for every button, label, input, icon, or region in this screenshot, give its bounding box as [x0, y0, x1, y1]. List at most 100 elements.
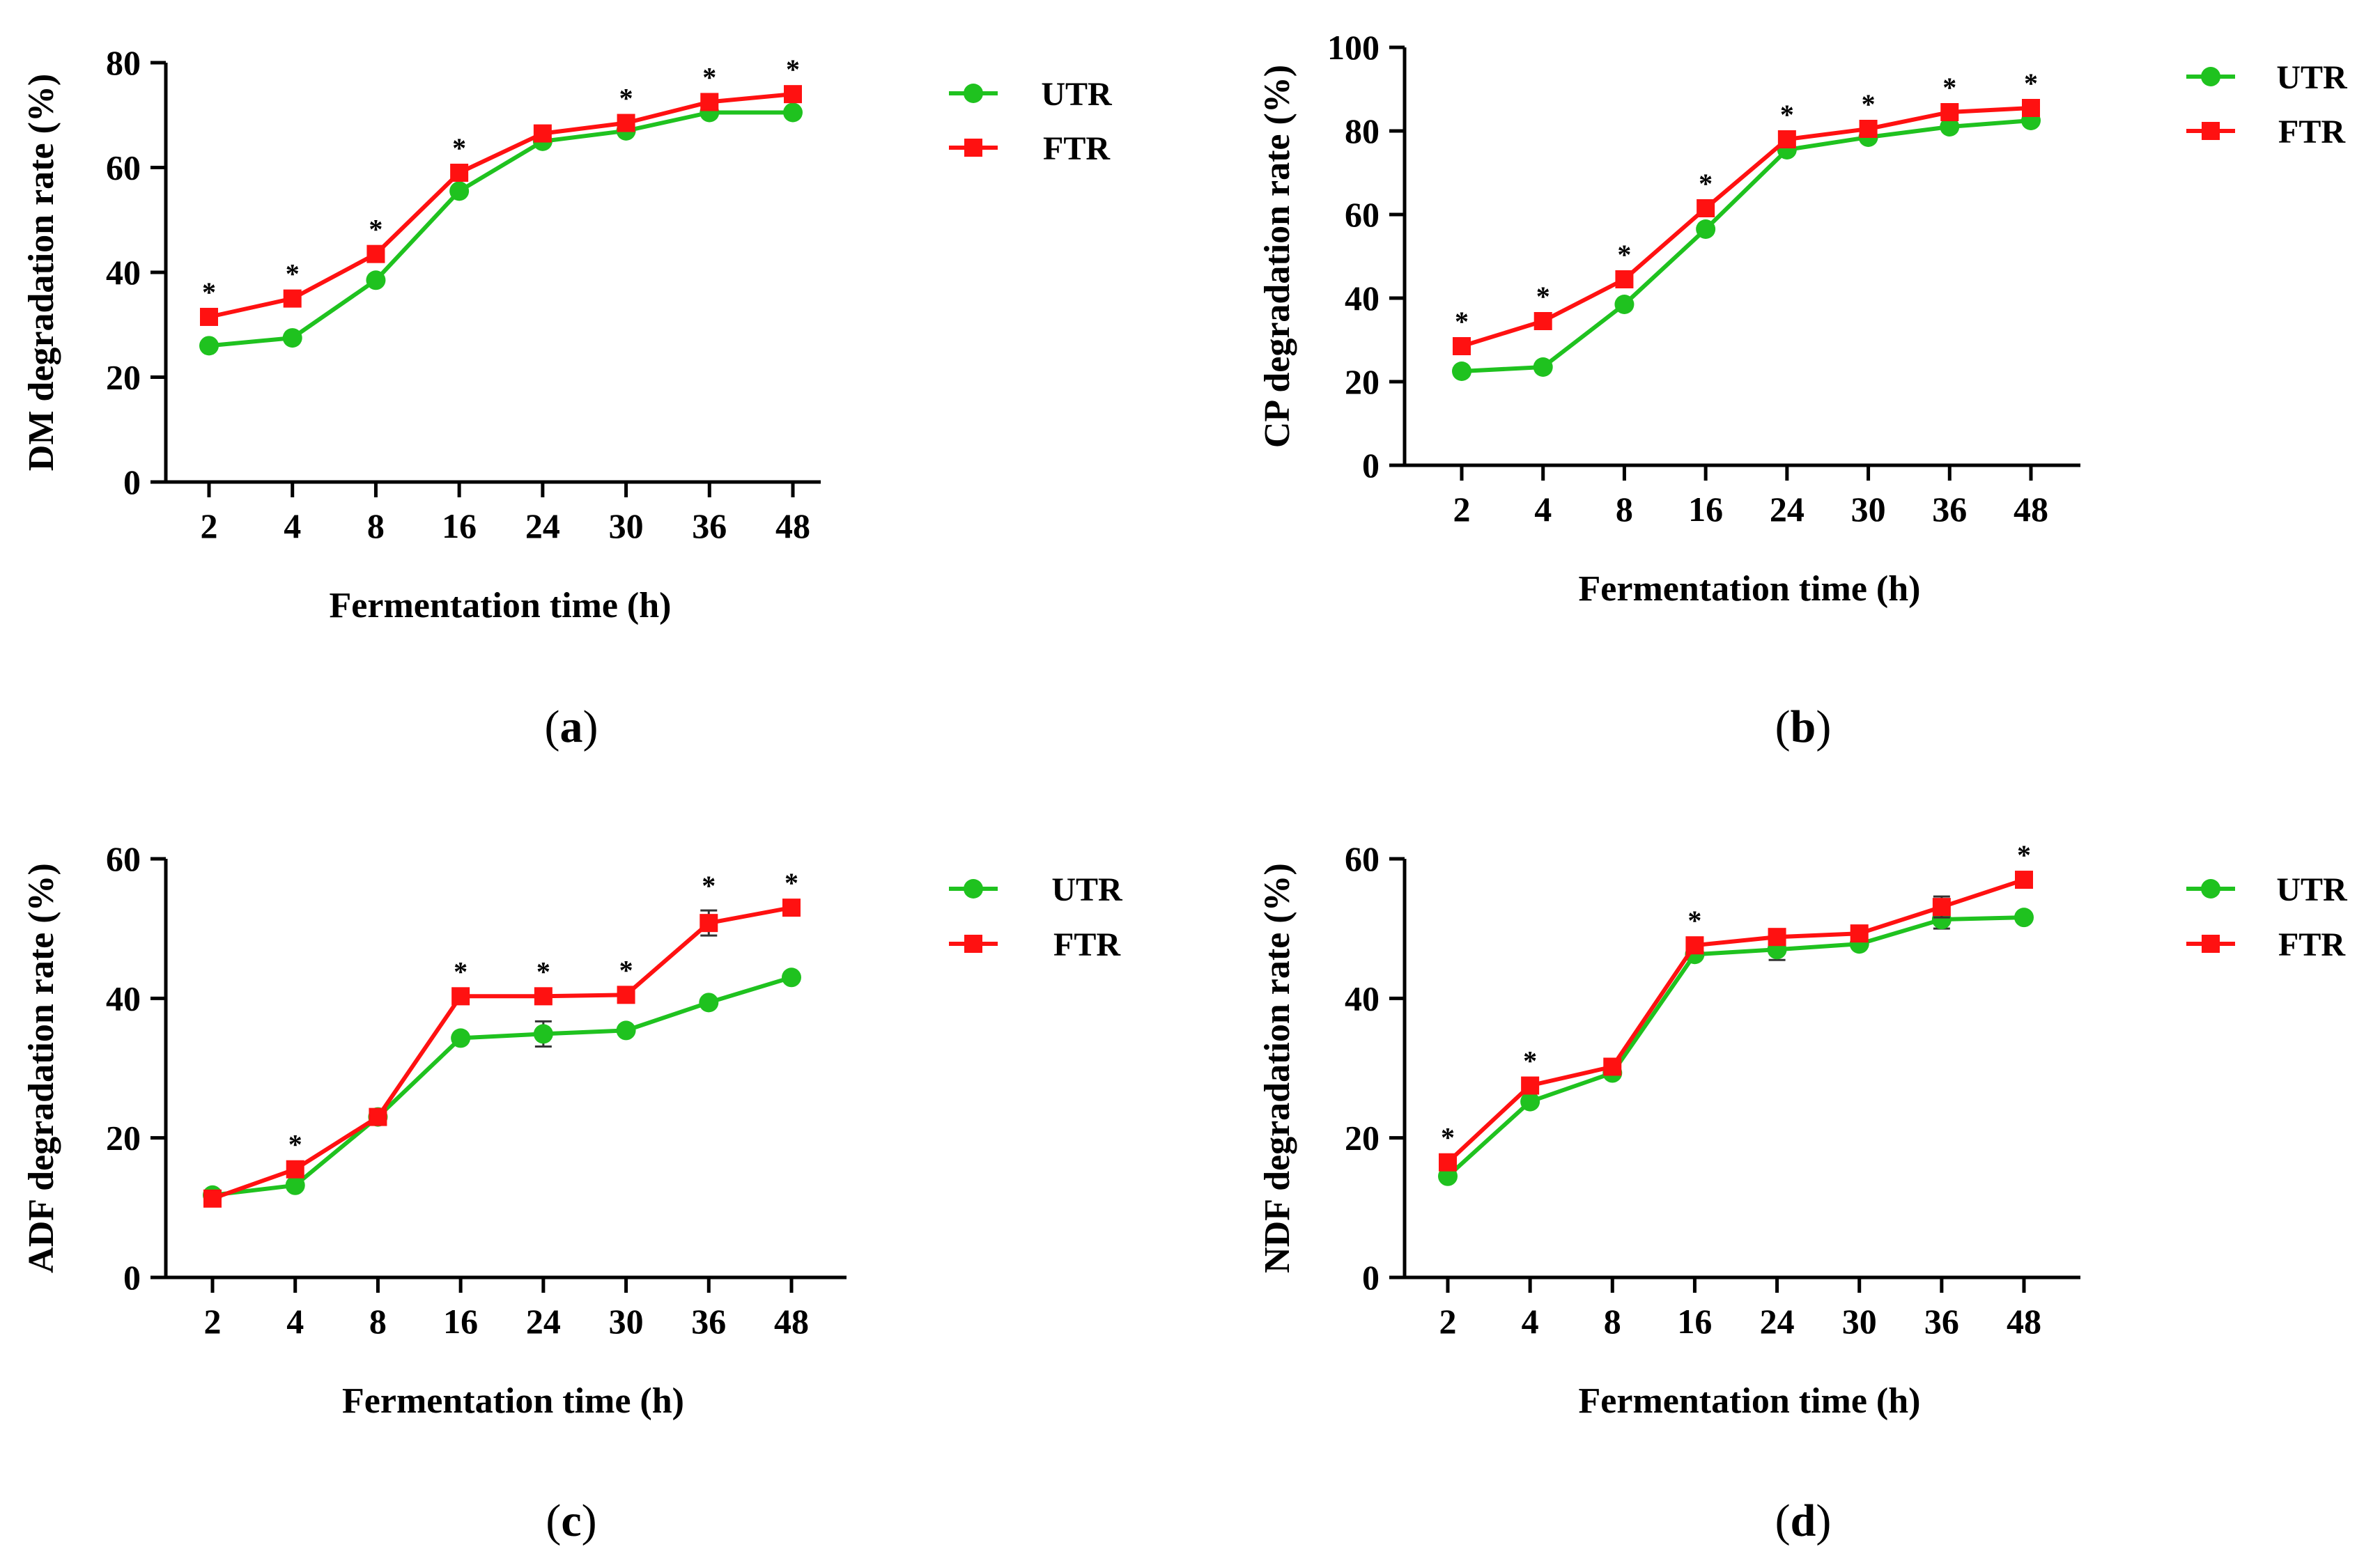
- significance-star: *: [785, 867, 798, 899]
- data-point-utr: [366, 270, 386, 290]
- x-tick-label: 8: [1604, 1302, 1621, 1341]
- significance-star: *: [702, 870, 716, 901]
- series-line-ftr: [211, 905, 792, 1201]
- data-point-utr: [199, 336, 219, 356]
- panel-caption: (b): [1775, 701, 1832, 752]
- y-tick-label: 60: [1345, 195, 1380, 234]
- series-line-utr: [212, 975, 792, 1197]
- legend-label-utr: UTR: [2276, 871, 2348, 908]
- significance-star: *: [2017, 839, 2031, 871]
- significance-star: *: [702, 61, 716, 93]
- data-point-utr: [285, 1175, 305, 1195]
- y-tick-label: 0: [123, 462, 141, 501]
- x-tick-label: 24: [1760, 1302, 1795, 1341]
- data-point-ftr: [1777, 130, 1796, 148]
- panel-caption: (a): [545, 701, 598, 752]
- series-line-ftr: [1461, 106, 2032, 348]
- data-point-ftr: [1453, 337, 1471, 355]
- legend-marker-utr: [964, 879, 983, 899]
- legend-marker-ftr: [2202, 935, 2220, 953]
- data-point-ftr: [782, 899, 801, 917]
- data-point-ftr: [700, 914, 718, 933]
- y-tick-label: 40: [106, 253, 141, 292]
- data-point-ftr: [369, 1107, 387, 1126]
- significance-star: *: [1455, 306, 1469, 337]
- x-tick-label: 4: [284, 506, 301, 545]
- data-point-ftr: [2022, 99, 2040, 117]
- data-point-utr: [1452, 361, 1471, 381]
- y-tick-label: 60: [106, 839, 141, 878]
- legend-marker-ftr: [2202, 122, 2220, 140]
- data-point-ftr: [200, 307, 218, 326]
- significance-star: *: [288, 1129, 302, 1160]
- significance-star: *: [1536, 281, 1550, 312]
- data-point-ftr: [1859, 120, 1878, 138]
- legend-marker-ftr: [964, 139, 982, 157]
- legend-label-utr: UTR: [2276, 59, 2348, 96]
- data-point-utr: [782, 967, 801, 988]
- y-axis-title: NDF degradation rate (%): [1258, 863, 1297, 1273]
- data-point-ftr: [450, 164, 469, 182]
- significance-star: *: [1523, 1045, 1537, 1077]
- data-point-utr: [2014, 908, 2034, 928]
- data-point-ftr: [1521, 1076, 1540, 1095]
- x-axis-title: Fermentation time (h): [342, 1381, 684, 1421]
- significance-star: *: [452, 132, 466, 164]
- significance-star: *: [454, 956, 468, 987]
- data-point-ftr: [534, 987, 552, 1006]
- significance-star: *: [369, 214, 382, 245]
- x-tick-label: 48: [2014, 490, 2048, 529]
- x-tick-label: 4: [1534, 490, 1552, 529]
- y-tick-label: 20: [106, 358, 141, 397]
- data-point-ftr: [700, 93, 719, 111]
- significance-star: *: [286, 258, 300, 290]
- x-tick-label: 48: [775, 506, 810, 545]
- x-tick-label: 24: [525, 506, 560, 545]
- x-tick-label: 8: [369, 1302, 387, 1341]
- y-tick-label: 60: [1345, 839, 1380, 878]
- x-tick-label: 16: [442, 506, 477, 545]
- y-tick-label: 40: [1345, 979, 1380, 1018]
- x-axis-title: Fermentation time (h): [330, 586, 672, 625]
- data-point-utr: [1940, 117, 1960, 137]
- data-point-utr: [449, 181, 470, 201]
- series-line-utr: [208, 110, 793, 348]
- y-tick-label: 80: [106, 43, 141, 82]
- x-tick-label: 36: [691, 1302, 726, 1341]
- legend-label-ftr: FTR: [1043, 130, 1111, 167]
- legend-label-ftr: FTR: [2278, 114, 2346, 150]
- y-tick-label: 80: [1345, 111, 1380, 150]
- significance-star: *: [619, 954, 633, 986]
- data-point-ftr: [1850, 924, 1869, 943]
- series-line-utr: [1446, 915, 2025, 1179]
- data-point-utr: [282, 328, 302, 348]
- data-point-ftr: [1533, 312, 1552, 330]
- x-tick-label: 2: [1439, 1302, 1457, 1341]
- significance-star: *: [202, 277, 216, 308]
- x-tick-label: 36: [692, 506, 727, 545]
- data-point-ftr: [617, 986, 635, 1004]
- data-point-ftr: [1932, 898, 1951, 917]
- y-tick-label: 20: [1345, 1119, 1380, 1158]
- y-axis-title: ADF degradation rate (%): [22, 863, 61, 1273]
- x-tick-label: 30: [1842, 1302, 1877, 1341]
- legend-label-utr: UTR: [1041, 76, 1113, 113]
- significance-star: *: [1687, 905, 1701, 936]
- x-tick-label: 2: [204, 1302, 222, 1341]
- x-tick-label: 24: [1770, 490, 1805, 529]
- data-point-utr: [1614, 295, 1635, 314]
- y-tick-label: 100: [1327, 28, 1380, 67]
- data-point-ftr: [451, 987, 470, 1006]
- series-line-utr: [1461, 118, 2032, 373]
- x-tick-label: 8: [367, 506, 385, 545]
- x-tick-label: 8: [1616, 490, 1633, 529]
- x-tick-label: 2: [1453, 490, 1471, 529]
- data-point-utr: [1696, 219, 1716, 239]
- x-tick-label: 16: [1688, 490, 1723, 529]
- x-axis-title: Fermentation time (h): [1579, 1381, 1921, 1421]
- x-tick-label: 2: [201, 506, 218, 545]
- data-point-ftr: [203, 1189, 222, 1208]
- significance-star: *: [1441, 1122, 1455, 1153]
